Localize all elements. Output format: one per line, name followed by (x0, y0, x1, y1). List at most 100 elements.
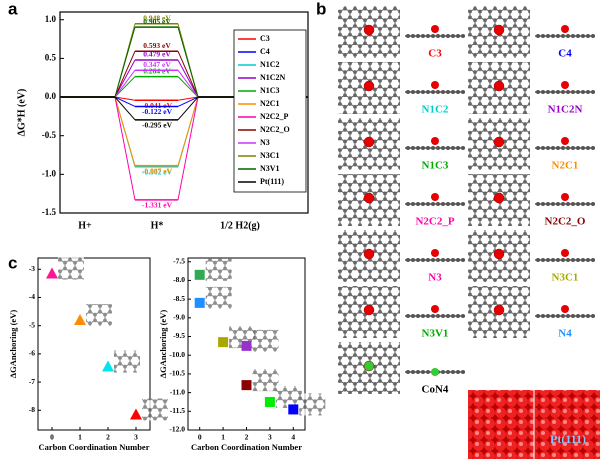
y-tick-label: -1.5 (42, 207, 57, 217)
metal-atom (493, 192, 505, 204)
side-atom (446, 258, 450, 262)
y-tick-label: -10.0 (169, 350, 185, 359)
side-atom (566, 202, 570, 206)
side-atom (571, 202, 575, 206)
plot-frame (59, 11, 309, 214)
side-atom (456, 370, 460, 374)
connector (114, 26, 136, 98)
point (46, 267, 58, 279)
y-tick-label: -7 (29, 377, 35, 386)
side-atom (456, 314, 460, 318)
side-atom (581, 90, 585, 94)
connector (177, 59, 199, 98)
metal-atom (363, 136, 375, 148)
side-atom (536, 314, 540, 318)
structure-thumbnail (114, 350, 140, 373)
legend-box (233, 29, 307, 193)
connector (114, 96, 136, 201)
metal-atom (363, 24, 375, 36)
side-atom (576, 34, 580, 38)
value-label: 0.479 eV (143, 50, 171, 59)
structure-label: N1C2 (422, 104, 449, 116)
side-atom (431, 314, 435, 318)
structure-thumbnail (299, 393, 326, 416)
connector (177, 96, 199, 166)
side-atom (576, 202, 580, 206)
structure-thumbnail (275, 385, 302, 408)
side-atom (586, 258, 590, 262)
side-atom (456, 146, 460, 150)
side-atom (536, 202, 540, 206)
point (288, 404, 299, 415)
point (74, 314, 86, 326)
side-atom (561, 34, 565, 38)
y-tick-label: -8.5 (173, 294, 185, 303)
side-atom (571, 314, 575, 318)
side-atom (426, 314, 430, 318)
side-atom (461, 34, 465, 38)
y-tick-label: -8 (29, 405, 35, 414)
value-label: -0.041 eV (142, 101, 173, 110)
side-atom (536, 146, 540, 150)
side-atom (546, 90, 550, 94)
side-atom (426, 90, 430, 94)
structure-thumbnail (86, 304, 112, 327)
y-axis-label: ΔGAnchoring (eV) (8, 310, 18, 379)
side-atom (556, 202, 560, 206)
structure-label: N2C2_P (415, 216, 454, 228)
connector (114, 96, 136, 121)
side-atom (441, 90, 445, 94)
x-tick-label: 1/2 H2(g) (220, 220, 260, 231)
value-label: 0.593 eV (143, 41, 171, 50)
legend-label: N3V1 (260, 164, 280, 173)
point (102, 360, 114, 372)
legend-label: N2C1 (260, 99, 280, 108)
connector (114, 76, 136, 98)
side-atom (541, 258, 545, 262)
point (130, 408, 142, 420)
side-atom (406, 146, 410, 150)
x-tick-label: 2 (245, 433, 249, 442)
structure-label: C3 (428, 48, 442, 60)
y-tick-label: -1.0 (42, 168, 57, 178)
side-metal (431, 305, 439, 313)
side-atom (551, 34, 555, 38)
side-atom (441, 146, 445, 150)
side-atom (456, 258, 460, 262)
legend-label: N1C2 (260, 60, 280, 69)
side-atom (436, 90, 440, 94)
side-atom (551, 258, 555, 262)
metal-atom (363, 192, 375, 204)
side-atom (546, 146, 550, 150)
y-tick-label: -4 (29, 292, 35, 301)
side-atom (461, 370, 465, 374)
side-atom (416, 258, 420, 262)
structure-label: N3 (428, 272, 442, 284)
side-atom (446, 146, 450, 150)
y-tick-label: -9.5 (173, 331, 185, 340)
side-atom (426, 146, 430, 150)
connector (177, 69, 199, 98)
y-axis-label: ΔGAnchoring (eV) (158, 310, 168, 379)
value-label: -0.887 eV (142, 166, 173, 175)
panel-label: a (8, 0, 18, 18)
legend-label: N1C2N (260, 73, 286, 82)
connector (177, 96, 199, 201)
structure-thumbnail (142, 398, 168, 421)
side-atom (461, 258, 465, 262)
connector (177, 96, 199, 121)
side-atom (411, 34, 415, 38)
side-atom (461, 314, 465, 318)
side-atom (411, 202, 415, 206)
connector (177, 96, 199, 107)
structure-label: N1C3 (422, 160, 449, 172)
side-atom (581, 258, 585, 262)
y-tick-label: -12.0 (169, 425, 185, 434)
side-atom (556, 314, 560, 318)
connector (114, 96, 136, 101)
side-atom (416, 146, 420, 150)
side-metal (561, 249, 569, 257)
side-atom (406, 258, 410, 262)
side-atom (451, 146, 455, 150)
metal-atom (363, 360, 375, 372)
